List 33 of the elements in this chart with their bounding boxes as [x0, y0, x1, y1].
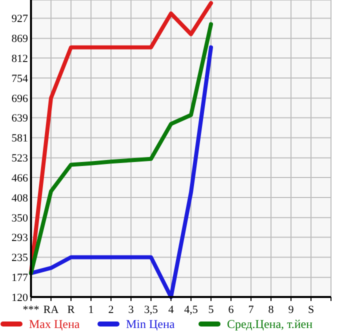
- x-tick-label: ***: [22, 304, 40, 316]
- x-tick-label: 3,5: [144, 304, 158, 316]
- y-tick-label: 639: [12, 112, 28, 125]
- x-tick-label: 1: [88, 304, 94, 316]
- y-tick-label: 523: [12, 152, 28, 165]
- x-tick-label: 3: [128, 304, 134, 316]
- y-tick-label: 120: [12, 292, 28, 304]
- y-tick-label: 408: [12, 192, 28, 204]
- y-tick-label: 581: [12, 132, 28, 145]
- legend-label: Min Цена: [126, 317, 176, 331]
- y-tick-label: 696: [12, 92, 28, 105]
- x-tick-label: 7: [248, 304, 254, 316]
- y-tick-label: 293: [12, 232, 28, 244]
- x-tick-label: 4,5: [184, 304, 198, 316]
- x-tick-label: RA: [43, 304, 59, 316]
- y-tick-label: 927: [12, 13, 28, 26]
- x-tick-label: 4: [168, 304, 174, 316]
- x-tick-label: 6: [228, 304, 234, 316]
- y-tick-label: 235: [12, 252, 28, 264]
- x-tick-label: 5: [208, 304, 214, 316]
- y-tick-label: 350: [12, 212, 28, 224]
- y-tick-label: 812: [12, 52, 28, 65]
- legend-label: Max Цена: [29, 317, 80, 331]
- x-tick-label: 8: [268, 304, 274, 316]
- x-tick-label: R: [67, 304, 76, 316]
- legend-label: Сред.Цена, т.йен: [227, 317, 314, 331]
- y-tick-label: 466: [12, 172, 28, 184]
- y-tick-label: 754: [12, 72, 28, 85]
- y-tick-label: 177: [12, 272, 28, 284]
- x-tick-label: 9: [288, 304, 294, 316]
- x-tick-label: S: [308, 304, 314, 316]
- y-tick-label: 869: [12, 33, 28, 46]
- x-tick-label: 2: [108, 304, 114, 316]
